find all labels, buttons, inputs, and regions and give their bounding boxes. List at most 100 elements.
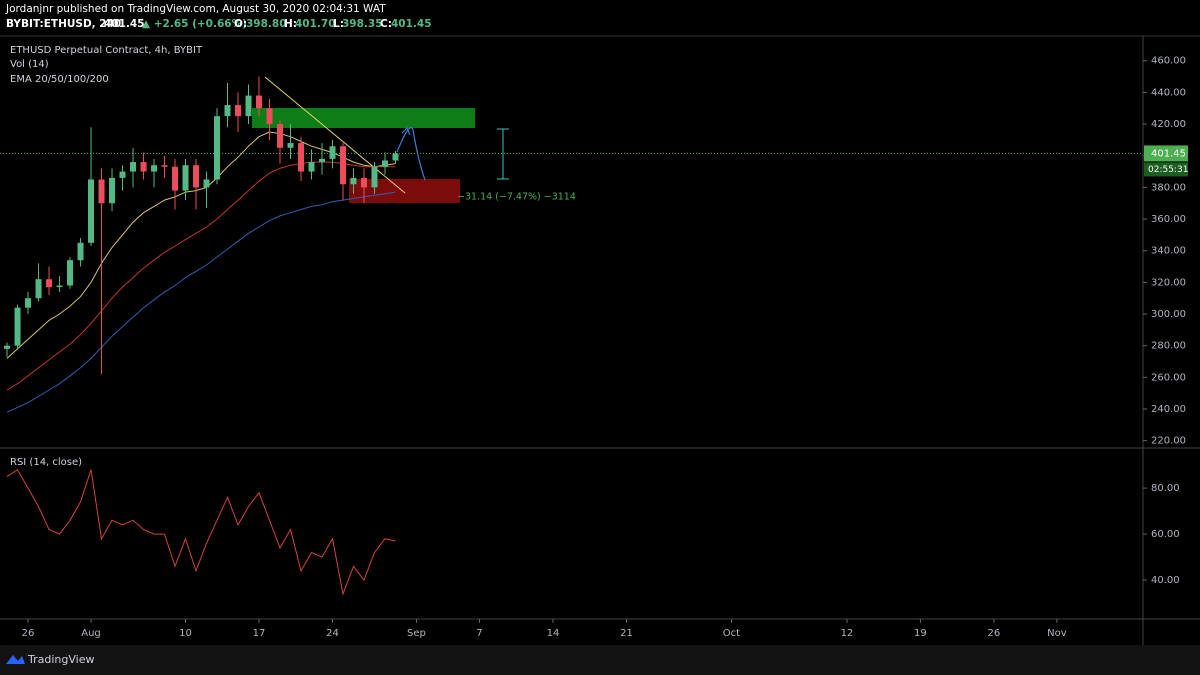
y-tick-label: 420.00 <box>1151 119 1186 130</box>
candle-body <box>172 166 179 191</box>
y-tick-label: 360.00 <box>1151 214 1186 225</box>
x-tick-label: 24 <box>326 628 339 639</box>
projection-arrow <box>396 127 426 181</box>
ema-line <box>6 161 396 391</box>
symbol-line: BYBIT:ETHUSD, 240 401.45 ▲ +2.65 (+0.66%… <box>6 18 432 30</box>
y-tick-label: 60.00 <box>1151 529 1180 540</box>
x-tick-label: Aug <box>81 628 101 639</box>
x-tick-label: 14 <box>547 628 560 639</box>
x-tick-label: 26 <box>22 628 35 639</box>
y-tick-label: 40.00 <box>1151 575 1180 586</box>
candle-body <box>67 260 74 286</box>
y-tick-label: 300.00 <box>1151 309 1186 320</box>
candle-body <box>381 160 388 167</box>
o-label: O: <box>234 18 247 30</box>
candle-body <box>46 279 53 288</box>
support-zone <box>349 179 460 203</box>
x-tick-label: 17 <box>253 628 266 639</box>
c-value: 401.45 <box>391 18 432 30</box>
price: 401.45 <box>104 18 145 30</box>
x-tick-label: 21 <box>620 628 633 639</box>
y-tick-label: 80.00 <box>1151 483 1180 494</box>
x-tick-label: 12 <box>841 628 854 639</box>
ema-line <box>6 191 396 413</box>
change: ▲ +2.65 (+0.66%) <box>142 18 247 30</box>
last-price-label: 401.45 <box>1151 148 1186 159</box>
candle-body <box>4 345 11 349</box>
candle-body <box>350 177 357 185</box>
h-label: H: <box>284 18 297 30</box>
candle-body <box>140 162 147 172</box>
c-label: C: <box>380 18 392 30</box>
candle-body <box>56 285 63 288</box>
indicator-label: Vol (14) <box>10 59 49 70</box>
x-tick-label: Oct <box>723 628 740 639</box>
last-price-box <box>1144 145 1188 162</box>
l-value: 398.35 <box>342 18 383 30</box>
arrow-head <box>401 126 411 136</box>
x-tick-label: 7 <box>476 628 482 639</box>
candle-body <box>193 165 200 188</box>
brand-logo <box>6 655 25 664</box>
x-tick-label: 26 <box>988 628 1001 639</box>
candle-body <box>88 179 95 243</box>
symbol: BYBIT:ETHUSD, 240 <box>6 18 121 30</box>
y-tick-label: 220.00 <box>1151 436 1186 447</box>
footer-bar <box>0 645 1200 675</box>
candle-body <box>256 95 263 109</box>
y-tick-label: 260.00 <box>1151 372 1186 383</box>
y-tick-label: 320.00 <box>1151 277 1186 288</box>
candle-body <box>25 298 32 308</box>
rsi-line <box>6 468 396 596</box>
candle-body <box>203 179 210 188</box>
countdown-label: 02:55:31 <box>1148 165 1188 175</box>
y-tick-label: 440.00 <box>1151 87 1186 98</box>
candle-body <box>287 143 294 148</box>
publisher: Jordanjnr published on TradingView.com, … <box>5 3 386 15</box>
candle-body <box>130 162 137 172</box>
candle-body <box>308 162 315 172</box>
candle-body <box>35 279 42 299</box>
rsi-title: RSI (14, close) <box>10 457 82 468</box>
measure-label: −31.14 (−7.47%) −3114 <box>457 192 576 203</box>
x-tick-label: 10 <box>179 628 192 639</box>
indicator-label: EMA 20/50/100/200 <box>10 74 109 85</box>
candle-body <box>98 179 105 204</box>
candle-body <box>214 116 221 180</box>
candle-body <box>266 108 273 125</box>
candle-body <box>329 146 336 159</box>
h-value: 401.70 <box>295 18 336 30</box>
y-tick-label: 460.00 <box>1151 56 1186 67</box>
resistance-zone <box>252 108 475 128</box>
candle-body <box>392 153 399 161</box>
candle-body <box>77 242 84 261</box>
y-tick-label: 240.00 <box>1151 404 1186 415</box>
candle-body <box>109 177 116 204</box>
candle-body <box>339 146 346 185</box>
l-label: L: <box>333 18 344 30</box>
candle-body <box>371 166 378 188</box>
o-value: 398.80 <box>246 18 287 30</box>
candle-body <box>161 165 168 167</box>
candle-body <box>14 307 21 346</box>
y-tick-label: 380.00 <box>1151 182 1186 193</box>
candle-body <box>245 95 252 117</box>
pane-title: ETHUSD Perpetual Contract, 4h, BYBIT <box>10 45 203 56</box>
candle-body <box>277 124 284 148</box>
candle-body <box>235 105 242 117</box>
x-tick-label: Sep <box>407 628 426 639</box>
candle-body <box>151 165 158 172</box>
trend-line <box>264 76 406 194</box>
y-tick-label: 280.00 <box>1151 341 1186 352</box>
candle-body <box>119 171 126 178</box>
x-tick-label: Nov <box>1047 628 1067 639</box>
candle-body <box>360 177 367 188</box>
candle-body <box>318 158 325 163</box>
countdown-box <box>1144 162 1188 177</box>
candle-body <box>297 143 304 172</box>
y-tick-label: 340.00 <box>1151 246 1186 257</box>
x-tick-label: 19 <box>914 628 927 639</box>
candle-body <box>224 105 231 117</box>
